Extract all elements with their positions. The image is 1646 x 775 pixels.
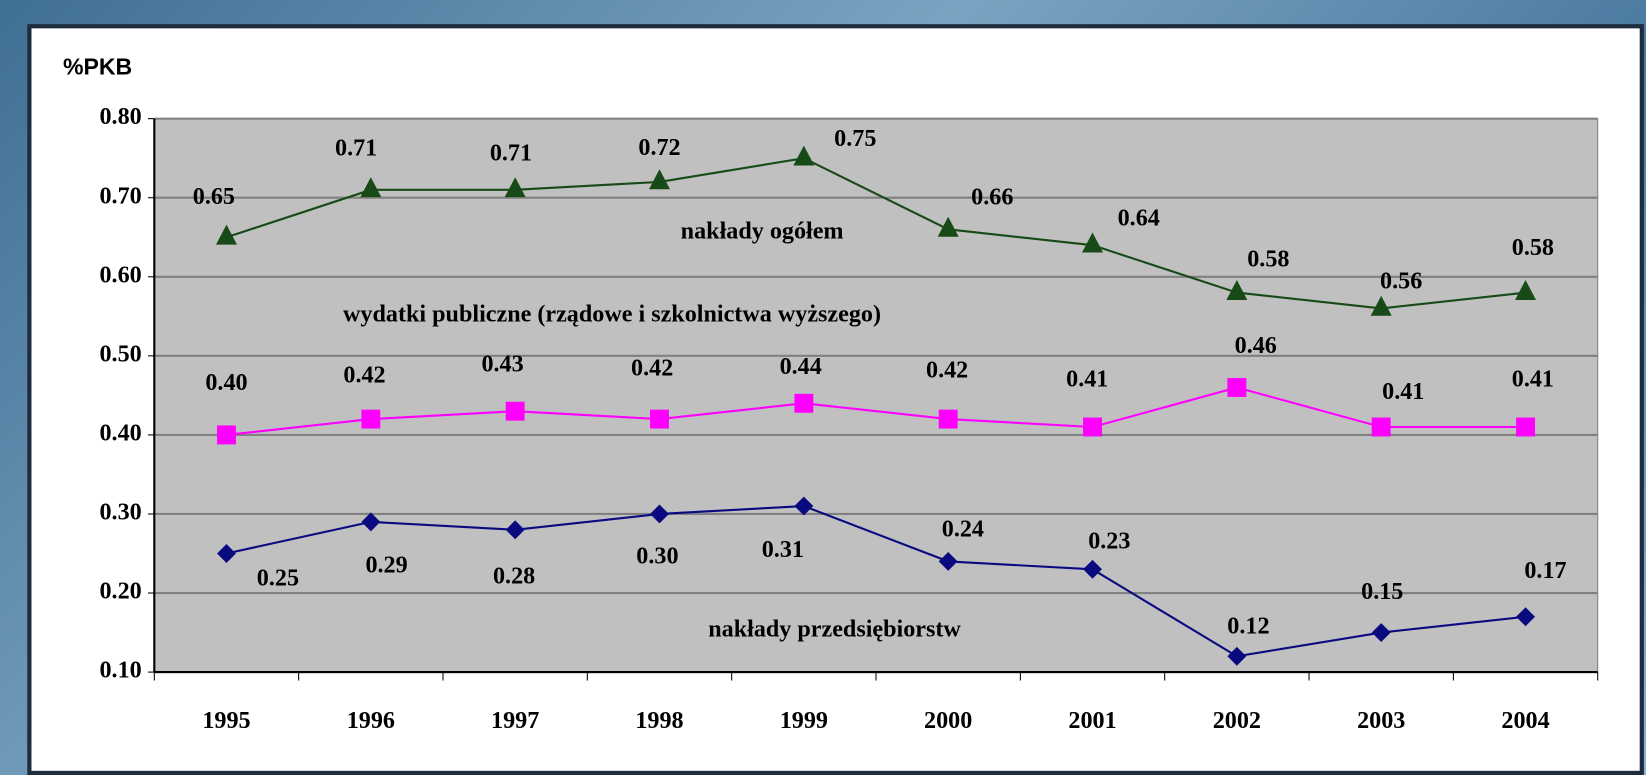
marker bbox=[650, 504, 669, 524]
y-tick-label: 0.70 bbox=[100, 182, 142, 209]
data-label: 0.31 bbox=[762, 536, 804, 563]
marker bbox=[938, 409, 958, 429]
marker bbox=[1227, 378, 1247, 397]
x-tick-label: 2003 bbox=[1357, 707, 1405, 734]
data-label: 0.71 bbox=[335, 134, 377, 161]
marker bbox=[793, 145, 815, 166]
data-label: 0.17 bbox=[1524, 557, 1566, 584]
marker bbox=[650, 409, 669, 429]
data-label: 0.71 bbox=[490, 140, 532, 167]
series-line bbox=[226, 386, 1526, 436]
data-label: 0.43 bbox=[481, 351, 523, 378]
series-label: wydatki publiczne (rządowe i szkolnictwa… bbox=[343, 301, 881, 328]
marker bbox=[1226, 279, 1248, 300]
x-tick-label: 1998 bbox=[635, 707, 683, 734]
y-tick-label: 0.40 bbox=[100, 419, 142, 446]
x-tick-label: 1997 bbox=[491, 707, 539, 734]
data-label: 0.42 bbox=[926, 356, 968, 383]
data-label: 0.30 bbox=[636, 543, 678, 570]
marker bbox=[1083, 417, 1102, 437]
series-line bbox=[226, 157, 1526, 310]
data-label: 0.41 bbox=[1066, 365, 1108, 392]
x-tick-label: 2002 bbox=[1213, 707, 1261, 734]
marker bbox=[504, 177, 526, 198]
data-label: 0.66 bbox=[971, 183, 1013, 210]
x-tick-label: 1995 bbox=[202, 707, 250, 734]
data-label: 0.24 bbox=[942, 515, 984, 542]
marker bbox=[361, 409, 381, 429]
x-tick-label: 1999 bbox=[780, 707, 828, 734]
y-tick-label: 0.60 bbox=[100, 261, 142, 288]
data-label: 0.15 bbox=[1361, 578, 1403, 605]
data-label: 0.42 bbox=[631, 354, 673, 381]
data-label: 0.58 bbox=[1247, 246, 1289, 273]
series-line bbox=[226, 504, 1526, 658]
y-tick-label: 0.80 bbox=[100, 103, 142, 130]
data-label: 0.28 bbox=[493, 563, 535, 590]
y-tick-label: 0.30 bbox=[100, 499, 142, 526]
data-label: 0.12 bbox=[1227, 612, 1269, 639]
y-axis-label: %PKB bbox=[63, 53, 132, 79]
marker bbox=[1082, 232, 1104, 253]
data-label: 0.65 bbox=[193, 183, 235, 210]
data-label: 0.58 bbox=[1512, 234, 1554, 261]
y-tick-label: 0.10 bbox=[100, 657, 142, 684]
data-label: 0.23 bbox=[1088, 528, 1130, 555]
data-label: 0.40 bbox=[205, 369, 247, 396]
marker bbox=[649, 169, 670, 190]
data-label: 0.46 bbox=[1235, 332, 1277, 359]
x-tick-label: 2004 bbox=[1501, 707, 1549, 734]
data-label: 0.25 bbox=[257, 564, 299, 591]
x-tick-label: 1996 bbox=[347, 707, 395, 734]
marker bbox=[360, 177, 382, 198]
data-label: 0.56 bbox=[1380, 268, 1422, 295]
y-tick-label: 0.50 bbox=[100, 340, 142, 367]
marker bbox=[215, 224, 237, 245]
data-label: 0.64 bbox=[1118, 205, 1160, 232]
marker bbox=[1227, 646, 1247, 666]
x-tick-label: 2001 bbox=[1068, 707, 1116, 734]
data-label: 0.41 bbox=[1512, 365, 1554, 392]
y-tick-label: 0.20 bbox=[100, 578, 142, 605]
data-label: 0.72 bbox=[638, 134, 680, 161]
marker bbox=[1083, 559, 1102, 579]
marker bbox=[1370, 295, 1392, 316]
marker bbox=[1516, 417, 1535, 437]
data-label: 0.44 bbox=[780, 353, 822, 380]
marker bbox=[361, 512, 381, 532]
series-label: nakłady przedsiębiorstw bbox=[708, 616, 961, 643]
marker bbox=[505, 401, 525, 421]
data-label: 0.75 bbox=[834, 125, 876, 152]
marker bbox=[1371, 417, 1391, 437]
plot-area bbox=[153, 118, 1599, 673]
x-tick-label: 2000 bbox=[924, 707, 972, 734]
marker bbox=[937, 216, 959, 237]
marker bbox=[794, 393, 814, 413]
series-label: nakłady ogółem bbox=[681, 218, 844, 245]
marker bbox=[217, 425, 236, 445]
data-label: 0.41 bbox=[1382, 378, 1424, 405]
data-label: 0.29 bbox=[365, 552, 407, 579]
marker bbox=[1515, 279, 1537, 300]
data-label: 0.42 bbox=[343, 362, 385, 389]
